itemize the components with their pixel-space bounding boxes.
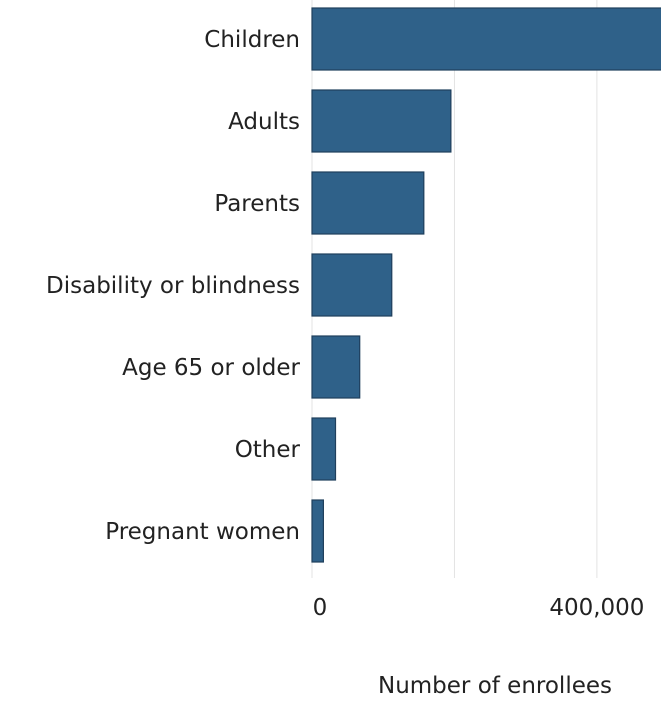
category-label: Disability or blindness	[46, 273, 300, 299]
category-label: Other	[235, 437, 301, 463]
x-tick-label: 0	[313, 595, 328, 621]
bars	[311, 7, 661, 563]
bar-adults	[311, 89, 452, 153]
bar-pregnant-women	[311, 499, 324, 563]
bar-age-65-or-older	[311, 335, 361, 399]
x-axis-title: Number of enrollees	[378, 673, 612, 699]
bar-parents	[311, 171, 425, 235]
x-tick-labels: 0 400,000	[313, 595, 645, 621]
category-label: Age 65 or older	[122, 355, 300, 381]
category-label: Parents	[214, 191, 300, 217]
category-label: Pregnant women	[105, 519, 300, 545]
bar-other	[311, 417, 337, 481]
category-label: Children	[204, 27, 300, 53]
bar-children	[311, 7, 661, 71]
category-label: Adults	[228, 109, 300, 135]
bar-disability-or-blindness	[311, 253, 393, 317]
category-labels: Children Adults Parents Disability or blind…	[46, 27, 301, 545]
x-tick-label: 400,000	[549, 595, 644, 621]
